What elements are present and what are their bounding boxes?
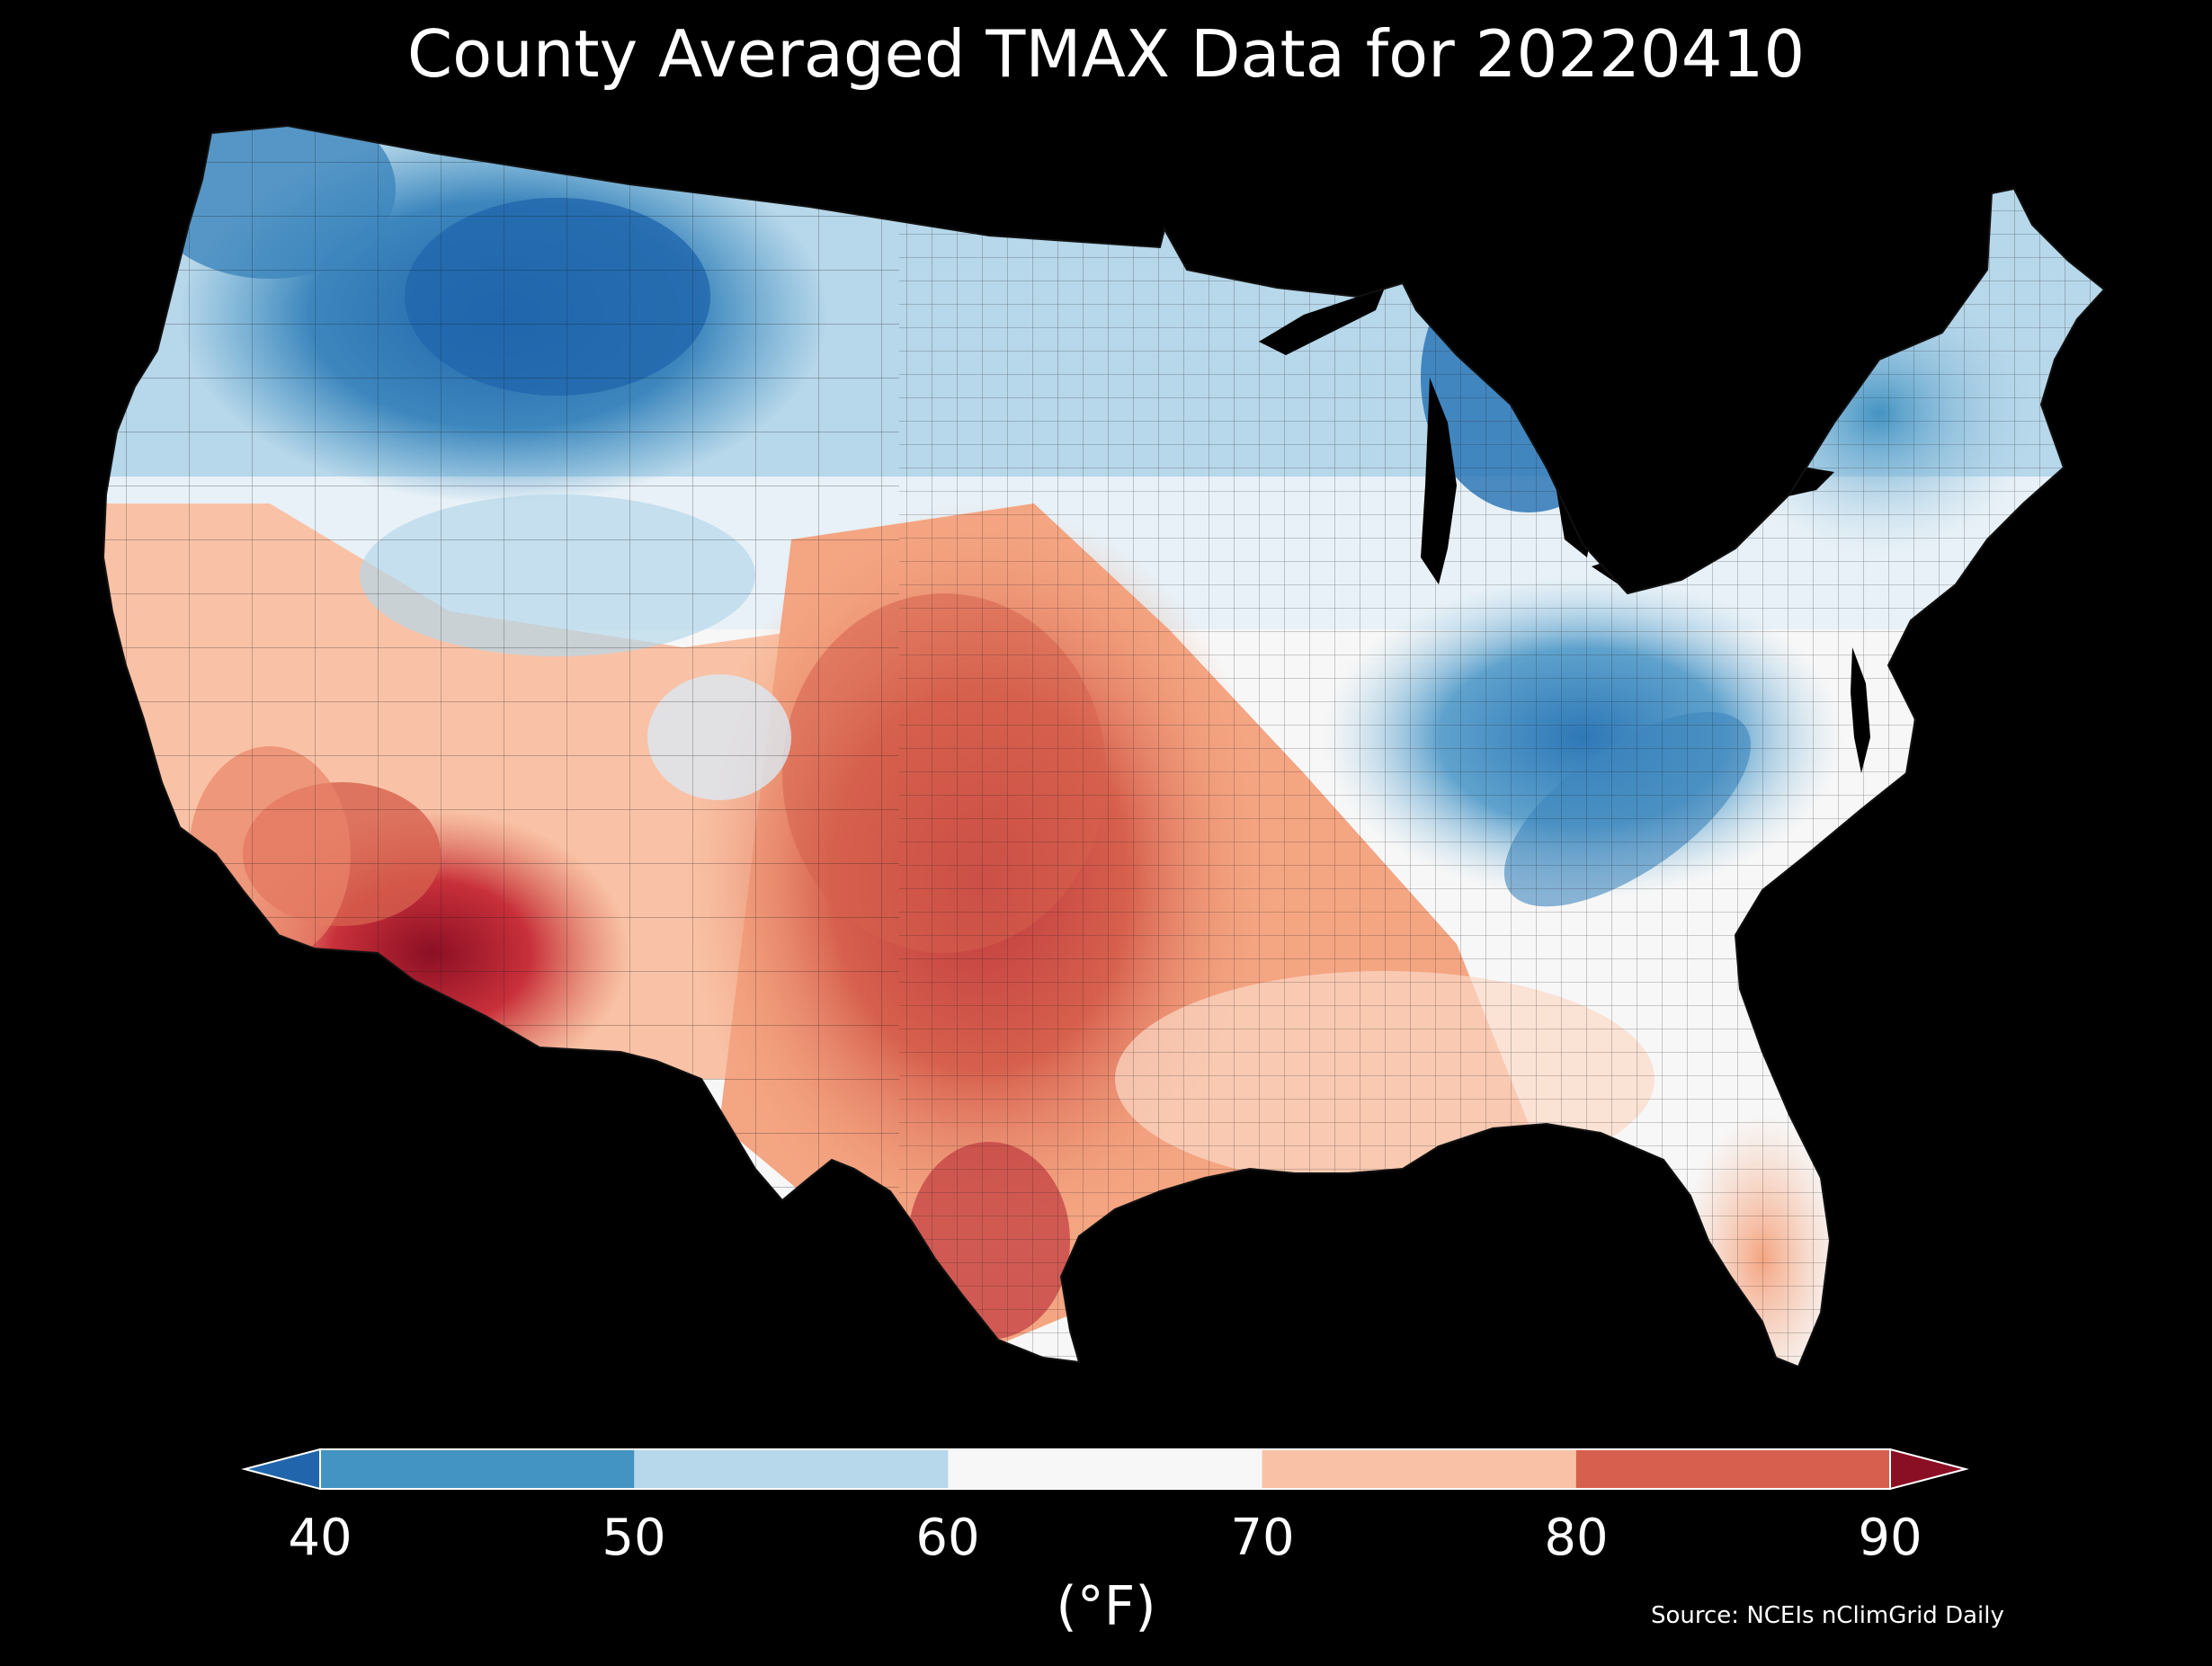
colorbar-segments xyxy=(241,1448,1969,1491)
colorbar-bin-60-70 xyxy=(948,1449,1263,1489)
source-credit: Source: NCEIs nClimGrid Daily xyxy=(1651,1602,2004,1629)
us-county-temperature-map xyxy=(102,124,2106,1368)
colorbar-tick-50: 50 xyxy=(602,1509,666,1567)
colorbar-tick-70: 70 xyxy=(1230,1509,1295,1567)
colorbar-extend-high xyxy=(1889,1448,1969,1491)
colorbar-bin-80-90 xyxy=(1575,1449,1891,1489)
temperature-field xyxy=(103,126,2104,1367)
colorbar-tick-60: 60 xyxy=(915,1509,980,1567)
map-title: County Averaged TMAX Data for 20220410 xyxy=(406,16,1806,92)
colorbar-bin-40-50 xyxy=(320,1449,635,1489)
colorbar-tick-90: 90 xyxy=(1858,1509,1922,1567)
colorbar-unit-label: (°F) xyxy=(1056,1575,1156,1638)
colorbar-bin-50-60 xyxy=(634,1449,949,1489)
colorbar-extend-low xyxy=(241,1448,321,1491)
colorbar-tick-80: 80 xyxy=(1544,1509,1609,1567)
colorbar-tick-40: 40 xyxy=(288,1509,352,1567)
chesapeake-bay xyxy=(1851,647,1870,773)
great-lakes xyxy=(1259,288,1834,584)
colorbar-bin-70-80 xyxy=(1262,1449,1577,1489)
colorbar-frame xyxy=(319,1448,1891,1490)
us-outline xyxy=(102,124,2106,1368)
